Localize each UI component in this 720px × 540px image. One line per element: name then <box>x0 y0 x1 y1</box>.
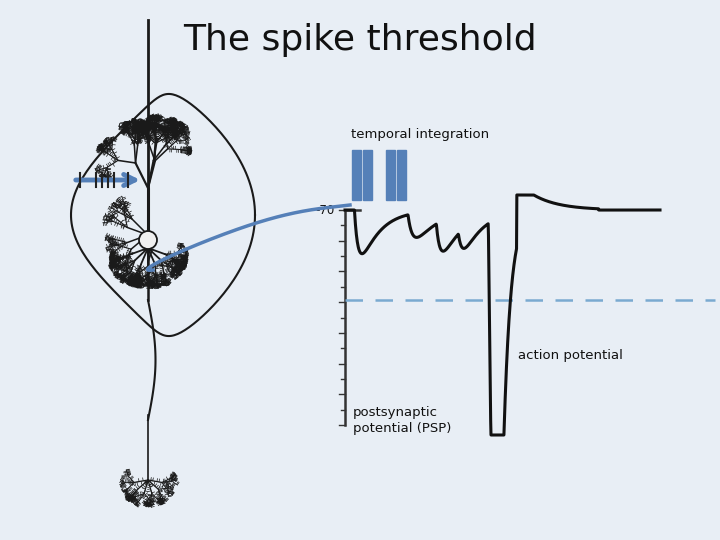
Text: postsynaptic
potential (PSP): postsynaptic potential (PSP) <box>353 406 451 435</box>
Text: temporal integration: temporal integration <box>351 128 489 141</box>
Bar <box>386 150 395 200</box>
Text: -70: -70 <box>316 204 335 217</box>
Text: The spike threshold: The spike threshold <box>183 23 537 57</box>
Bar <box>352 150 361 200</box>
Bar <box>397 150 406 200</box>
Text: action potential: action potential <box>518 348 624 361</box>
Bar <box>363 150 372 200</box>
Circle shape <box>139 231 157 249</box>
